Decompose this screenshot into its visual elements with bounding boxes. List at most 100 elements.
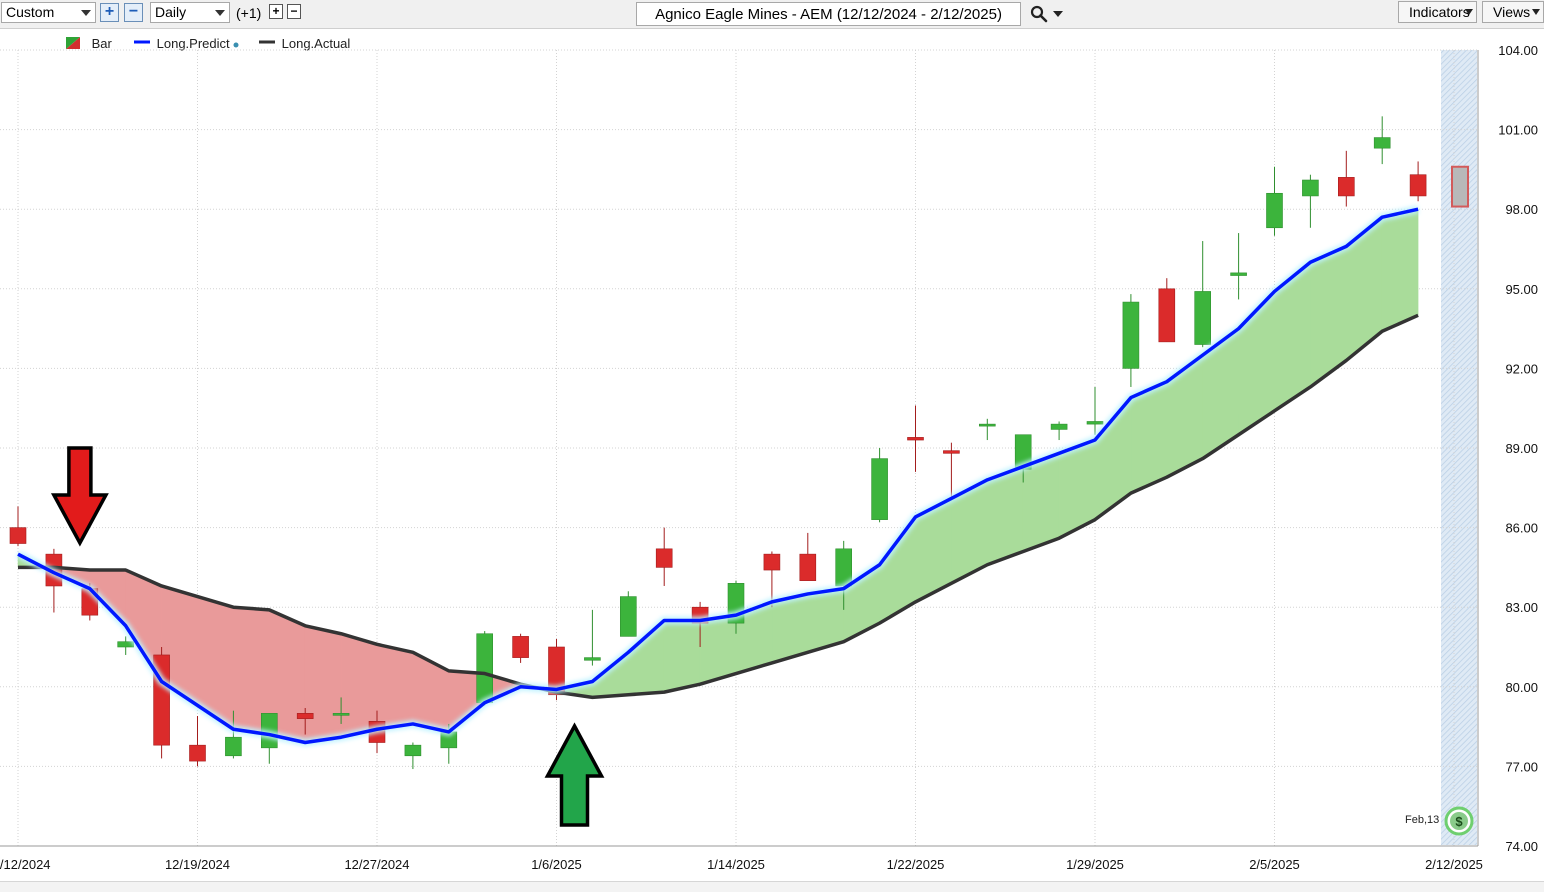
legend-label-bar: Bar — [91, 36, 112, 51]
candle-body — [9, 527, 27, 544]
fill-segment — [879, 516, 916, 624]
candle — [225, 710, 242, 759]
x-axis: 12/12/2024 12/19/2024 12/27/2024 1/6/2025 1/… — [0, 845, 1483, 872]
bar-swatch-icon — [66, 37, 80, 49]
candle-body — [404, 744, 422, 757]
fill-segment — [412, 651, 450, 733]
candle-body — [332, 713, 350, 716]
candle-body — [512, 636, 529, 658]
y-tick-label: 86.00 — [1505, 521, 1538, 536]
candle — [1302, 174, 1319, 228]
legend-item-long-actual[interactable]: Long.Actual — [259, 36, 350, 51]
candle — [1086, 386, 1104, 435]
y-tick-label: 74.00 — [1505, 839, 1538, 854]
candle — [835, 540, 853, 610]
candles — [9, 116, 1427, 770]
search-icon[interactable] — [1030, 5, 1048, 23]
period-select-value: Custom — [6, 4, 55, 20]
candle — [153, 647, 170, 759]
candle-body — [225, 736, 242, 757]
symbol-title[interactable]: Agnico Eagle Mines - AEM (12/12/2024 - 2… — [636, 2, 1021, 26]
candle-body — [189, 744, 206, 762]
candle — [1338, 150, 1355, 207]
y-tick-label: 80.00 — [1505, 680, 1538, 695]
y-tick-label: 98.00 — [1505, 202, 1538, 217]
next-bar-date: Feb,13 — [1405, 814, 1439, 826]
candle-body — [1086, 421, 1104, 425]
candle-body — [476, 633, 494, 704]
legend-label-long-actual: Long.Actual — [281, 36, 351, 51]
candle — [1050, 421, 1068, 441]
views-button[interactable]: Views — [1482, 1, 1544, 23]
candle — [1266, 166, 1283, 236]
y-tick-label: 95.00 — [1505, 282, 1538, 297]
fill-segment — [376, 644, 414, 730]
x-tick-label: 2/5/2025 — [1249, 857, 1300, 872]
candle-body — [799, 553, 817, 581]
arrow-up-icon — [544, 722, 605, 827]
add-bar-button[interactable]: + — [269, 4, 283, 19]
candle-body — [117, 641, 134, 648]
candle — [1014, 434, 1032, 483]
candle — [296, 708, 314, 735]
candle — [1194, 241, 1211, 348]
candle-body — [619, 596, 637, 637]
x-tick-label: 1/22/2025 — [887, 857, 945, 872]
chevron-down-icon — [1532, 9, 1540, 15]
x-tick-label: 12/12/2024 — [0, 857, 51, 872]
chart-grid — [0, 49, 1478, 847]
chevron-down-icon — [215, 10, 225, 16]
candle-body — [1302, 179, 1319, 197]
candle — [907, 405, 924, 472]
candle — [1230, 233, 1247, 300]
period-select[interactable]: Custom — [1, 2, 96, 23]
legend-item-long-predict[interactable]: Long.Predict — [134, 36, 239, 51]
interval-select[interactable]: Daily — [150, 2, 230, 23]
candle — [476, 631, 494, 706]
x-tick-label: 12/19/2024 — [165, 857, 230, 872]
candle-body — [548, 646, 565, 696]
price-chart[interactable]: 104.00 101.00 98.00 95.00 92.00 89.00 86.00 83.… — [0, 28, 1544, 881]
horizontal-scrollbar[interactable] — [0, 881, 1544, 892]
fill-segment — [1381, 208, 1419, 332]
y-tick-label: 92.00 — [1505, 361, 1538, 376]
legend-item-bar[interactable]: Bar — [66, 36, 112, 51]
candle — [1409, 161, 1427, 202]
prediction-fill — [17, 208, 1419, 743]
dollar-icon: $ — [1455, 814, 1463, 829]
candle — [871, 448, 888, 523]
fill-segment — [663, 620, 701, 693]
candle-body — [1230, 272, 1247, 276]
long-actual-line — [18, 313, 1419, 700]
candle-body — [907, 437, 924, 441]
line-swatch-icon — [134, 40, 150, 44]
indicators-label: Indicators — [1409, 4, 1470, 20]
candle — [9, 506, 27, 547]
candle-body — [1122, 301, 1140, 369]
candle — [1122, 294, 1140, 387]
interval-select-value: Daily — [155, 4, 187, 20]
search-dropdown-icon[interactable] — [1053, 11, 1063, 17]
candle — [404, 742, 422, 770]
candle-body — [584, 657, 601, 661]
candle — [332, 697, 350, 724]
remove-bar-button[interactable]: − — [287, 4, 301, 19]
candle — [943, 442, 960, 499]
next-bar-placeholder — [1451, 165, 1469, 208]
zoom-out-button[interactable]: − — [124, 3, 143, 22]
y-axis: 104.00 101.00 98.00 95.00 92.00 89.00 86.00 83.… — [1477, 43, 1538, 854]
candle-body — [978, 423, 996, 427]
candle-body — [1266, 192, 1283, 229]
indicators-button[interactable]: Indicators — [1398, 1, 1477, 23]
y-tick-label: 101.00 — [1498, 123, 1538, 138]
x-tick-label: 12/27/2024 — [344, 857, 409, 872]
x-tick-label: 1/6/2025 — [531, 857, 582, 872]
x-tick-label: 1/29/2025 — [1066, 857, 1124, 872]
y-tick-label: 104.00 — [1498, 43, 1538, 58]
zoom-in-button[interactable]: + — [100, 3, 119, 22]
candle-body — [871, 458, 888, 520]
candle-body — [1050, 423, 1068, 430]
candle-body — [1373, 137, 1391, 149]
candle — [584, 609, 601, 666]
signal-arrows — [50, 446, 605, 827]
